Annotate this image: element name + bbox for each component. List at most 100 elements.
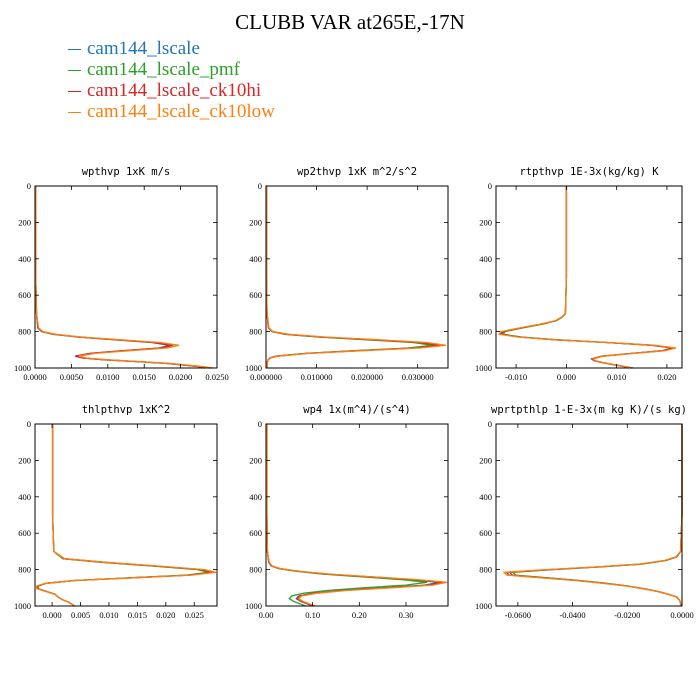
- y-tick-label: 1000: [245, 363, 262, 373]
- series-line: [497, 186, 677, 369]
- series-line: [511, 424, 683, 607]
- series-line: [265, 186, 441, 368]
- plot-frame: [495, 423, 683, 607]
- legend-swatch: [68, 112, 81, 114]
- series-line: [265, 186, 447, 368]
- plot-frame: [34, 423, 218, 607]
- profile-panel: wp4 1x(m^4)/(s^4) 0 200 400 600 800 10000.00 0.…: [245, 404, 449, 620]
- x-tick-label: 0.010: [99, 610, 118, 620]
- x-tick-label: 0.000: [557, 372, 576, 382]
- panel-title: wp2thvp 1xK m^2/s^2: [297, 166, 417, 178]
- legend-item: cam144_lscale: [68, 38, 275, 59]
- y-tick-label: 600: [479, 528, 492, 538]
- x-tick-label: 0.0200: [169, 372, 192, 382]
- legend-item: cam144_lscale_ck10hi: [68, 80, 275, 101]
- y-tick-label: 0: [27, 419, 31, 429]
- x-tick-label: 0.0000: [670, 610, 693, 620]
- x-tick-label: 0.020: [657, 372, 676, 382]
- y-tick-label: 200: [18, 217, 31, 227]
- legend-label: cam144_lscale: [87, 38, 200, 59]
- y-tick-label: 600: [249, 528, 262, 538]
- legend-label: cam144_lscale_ck10hi: [87, 80, 262, 101]
- y-tick-label: 200: [479, 455, 492, 465]
- y-tick-label: 1000: [245, 601, 262, 611]
- x-tick-label: 0.015: [128, 610, 147, 620]
- legend-label: cam144_lscale_pmf: [87, 59, 241, 80]
- y-tick-label: 400: [479, 492, 492, 502]
- series-line: [36, 424, 217, 607]
- series-line: [499, 186, 674, 369]
- x-tick-label: 0.0100: [96, 372, 119, 382]
- y-tick-label: 800: [479, 565, 492, 575]
- y-tick-label: 0: [258, 181, 262, 191]
- y-tick-label: 200: [249, 455, 262, 465]
- x-tick-label: 0.10: [305, 610, 320, 620]
- series-line: [265, 186, 438, 368]
- x-tick-label: 0.000: [43, 610, 62, 620]
- series-line: [508, 424, 683, 607]
- y-tick-label: 600: [479, 290, 492, 300]
- y-tick-label: 800: [249, 327, 262, 337]
- y-tick-label: 600: [18, 528, 31, 538]
- x-tick-label: 0.0000: [23, 372, 46, 382]
- y-tick-label: 0: [258, 419, 262, 429]
- profile-panel: thlpthvp 1xK^2 0 200 400 600 800 1000 0.000 0.00…: [14, 404, 218, 620]
- y-tick-label: 1000: [475, 363, 492, 373]
- x-tick-label: 0.0050: [60, 372, 83, 382]
- series-line: [504, 424, 683, 607]
- x-tick-label: -0.010: [505, 372, 527, 382]
- panel-title: wpthvp 1xK m/s: [82, 166, 171, 178]
- series-line: [265, 186, 433, 368]
- x-tick-label: -0.0600: [505, 610, 531, 620]
- y-tick-label: 400: [249, 254, 262, 264]
- x-tick-label: 0.0250: [205, 372, 228, 382]
- x-tick-label: 0.030000: [402, 372, 434, 382]
- series-line: [500, 186, 673, 369]
- series-line: [502, 424, 683, 607]
- y-tick-label: 0: [488, 419, 492, 429]
- legend: cam144_lscale cam144_lscale_pmf cam144_l…: [68, 38, 275, 122]
- profile-panel: wprtpthlp 1-E-3x(m kg K)/(s kg) 0 200 400 60…: [475, 404, 694, 620]
- y-tick-label: 1000: [475, 601, 492, 611]
- panel-title: wp4 1x(m^4)/(s^4): [303, 404, 410, 416]
- y-tick-label: 0: [27, 181, 31, 191]
- panel-title: thlpthvp 1xK^2: [82, 404, 171, 416]
- legend-item: cam144_lscale_pmf: [68, 59, 275, 80]
- series-line: [266, 424, 444, 607]
- x-tick-label: 0.00: [259, 610, 274, 620]
- profile-panel: rtpthvp 1E-3x(kg/kg) K 0 200 400 600 800 1000 -…: [475, 166, 683, 382]
- x-tick-label: 0.20: [352, 610, 367, 620]
- legend-swatch: [68, 70, 81, 72]
- plot-frame: [495, 185, 683, 369]
- plot-frame: [265, 185, 449, 369]
- y-tick-label: 800: [249, 565, 262, 575]
- y-tick-label: 200: [249, 217, 262, 227]
- x-tick-label: 0.010: [607, 372, 626, 382]
- x-tick-label: -0.0200: [614, 610, 640, 620]
- panel-title: rtpthvp 1E-3x(kg/kg) K: [519, 166, 659, 178]
- series-line: [35, 186, 214, 369]
- x-tick-label: 0.30: [399, 610, 414, 620]
- plot-frame: [265, 423, 449, 607]
- y-tick-label: 800: [479, 327, 492, 337]
- x-tick-label: 0.020: [156, 610, 175, 620]
- y-tick-label: 400: [479, 254, 492, 264]
- y-tick-label: 1000: [14, 363, 31, 373]
- y-tick-label: 800: [18, 327, 31, 337]
- profile-panel: wp2thvp 1xK m^2/s^2 0 200 400 600 800 10000.00…: [245, 166, 449, 382]
- legend-item: cam144_lscale_ck10low: [68, 101, 275, 122]
- y-tick-label: 400: [249, 492, 262, 502]
- y-tick-label: 400: [18, 492, 31, 502]
- series-line: [266, 424, 448, 607]
- x-tick-label: 0.000000: [250, 372, 282, 382]
- y-tick-label: 400: [18, 254, 31, 264]
- plot-frame: [34, 185, 218, 369]
- legend-swatch: [68, 49, 81, 51]
- x-tick-label: -0.0400: [559, 610, 585, 620]
- legend-label: cam144_lscale_ck10low: [87, 101, 275, 122]
- profile-panel: wpthvp 1xK m/s 0 200 400 600 800 10000.0000 0.0…: [14, 166, 229, 382]
- y-tick-label: 600: [18, 290, 31, 300]
- series-line: [502, 186, 674, 369]
- x-tick-label: 0.010000: [301, 372, 333, 382]
